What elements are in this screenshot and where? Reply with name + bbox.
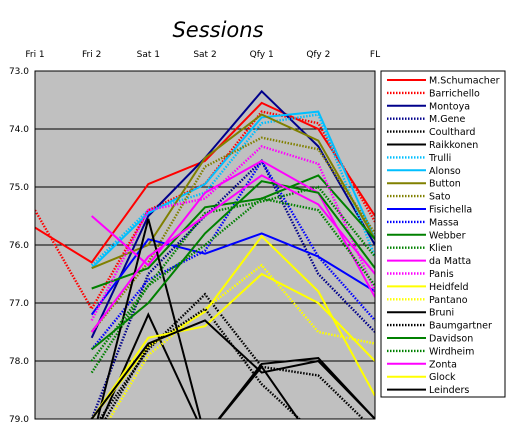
legend-label: Trulli xyxy=(428,153,451,164)
series-line-leinders xyxy=(90,319,375,419)
y-tick-label: 79.0 xyxy=(9,415,29,425)
x-tick-label: Qfy 1 xyxy=(250,50,274,60)
legend-label: Button xyxy=(429,179,461,190)
series-line-klien xyxy=(90,185,375,374)
series-line-zonta xyxy=(90,174,375,333)
series-line-m-schumacher xyxy=(35,101,375,264)
x-tick-label: Fri 1 xyxy=(25,50,44,60)
legend-label: Pantano xyxy=(429,295,468,306)
series-line-sato xyxy=(90,136,375,333)
series-line-trulli xyxy=(90,113,375,267)
legend-label: Leinders xyxy=(429,385,469,396)
plot-area xyxy=(34,70,376,420)
series-line-davidson xyxy=(91,180,375,351)
series-line-montoya xyxy=(90,89,375,339)
series-line-coulthard xyxy=(98,292,365,419)
legend-label: Davidson xyxy=(429,334,473,345)
legend-label: Massa xyxy=(429,217,459,228)
legend-label: Raikkonen xyxy=(429,140,478,151)
legend-label: Baumgartner xyxy=(429,321,492,332)
series-line-fisichella xyxy=(90,232,375,316)
x-axis-ticks: Fri 1 Fri 2 Sat 1 Sat 2 Qfy 1 Qfy 2 FL xyxy=(25,50,380,60)
y-tick-label: 75.0 xyxy=(9,183,29,193)
series-line-glock xyxy=(90,272,375,419)
series-line-massa xyxy=(90,158,375,351)
x-tick-label: FL xyxy=(370,50,380,60)
legend-label: Barrichello xyxy=(429,88,480,99)
legend-label: Heidfeld xyxy=(429,282,469,293)
legend-label: Klien xyxy=(429,243,452,254)
y-axis-ticks: 73.0 74.0 75.0 76.0 77.0 78.0 79.0 xyxy=(9,67,29,425)
x-tick-label: Sat 2 xyxy=(193,50,216,60)
y-tick-label: 74.0 xyxy=(9,125,29,135)
x-tick-label: Sat 1 xyxy=(137,50,160,60)
legend-label: Panis xyxy=(429,269,454,280)
y-tick-label: 73.0 xyxy=(9,67,29,77)
series-line-panis xyxy=(90,145,375,321)
x-tick-label: Fri 2 xyxy=(82,50,101,60)
legend-label: Sato xyxy=(429,192,451,203)
x-tick-label: Qfy 2 xyxy=(306,50,330,60)
legend-label: Wirdheim xyxy=(429,346,474,357)
series-line-alonso xyxy=(91,110,375,269)
legend-label: Zonta xyxy=(429,359,457,370)
legend-label: Glock xyxy=(429,372,456,383)
legend-label: Bruni xyxy=(429,308,454,319)
series-line-bruni xyxy=(96,218,300,419)
series-line-button xyxy=(91,113,375,270)
plot-border xyxy=(34,70,376,420)
chart-title: Sessions xyxy=(172,18,263,42)
y-tick-label: 76.0 xyxy=(9,241,29,251)
legend-label: M.Schumacher xyxy=(429,76,500,87)
y-tick-label: 77.0 xyxy=(9,299,29,309)
legend-label: Montoya xyxy=(429,101,470,112)
legend-label: Coulthard xyxy=(429,127,475,138)
legend-label: Webber xyxy=(429,230,466,241)
series-line-wirdheim xyxy=(90,197,375,362)
legend-label: M.Gene xyxy=(429,114,465,125)
series-line-heidfeld xyxy=(90,234,375,419)
series-line-pantano xyxy=(107,263,375,419)
legend-label: Fisichella xyxy=(429,205,472,216)
legend-label: da Matta xyxy=(429,256,471,267)
legend-label: Alonso xyxy=(429,166,461,177)
y-tick-label: 78.0 xyxy=(9,357,29,367)
